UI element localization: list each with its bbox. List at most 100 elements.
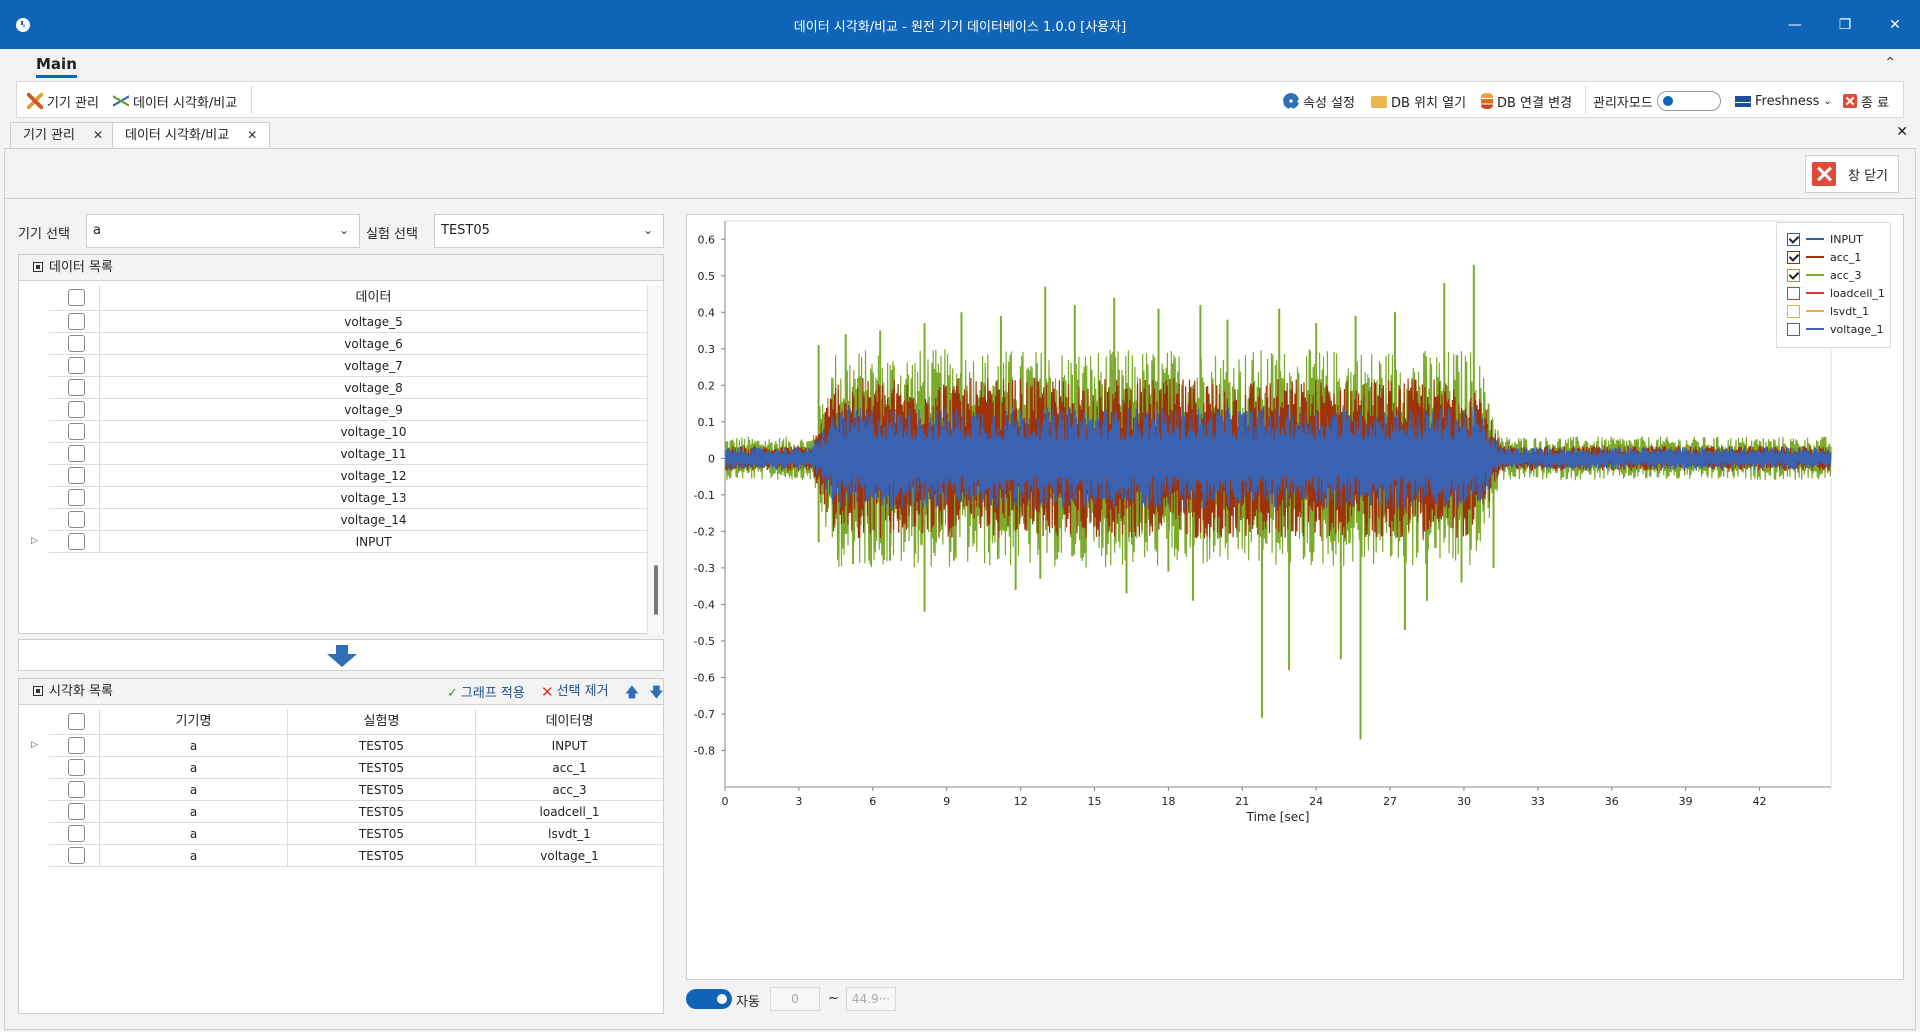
ribbon-tab-bar: Main ⌃ [0,49,1920,81]
open-db-location-label: DB 위치 열기 [1391,95,1467,111]
legend-item[interactable]: acc_3 [1787,267,1861,283]
data-list-scrollbar[interactable] [647,285,663,635]
data-list-row[interactable]: voltage_7 [49,355,647,377]
row-checkbox[interactable] [68,737,85,754]
row-checkbox[interactable] [68,759,85,776]
data-list-row[interactable]: voltage_8 [49,377,647,399]
select-all-checkbox[interactable] [68,713,85,730]
row-checkbox[interactable] [68,847,85,864]
row-checkbox[interactable] [68,423,85,440]
auto-range-label: 자동 [736,995,760,1010]
row-checkbox[interactable] [68,445,85,462]
legend-item[interactable]: voltage_1 [1787,321,1884,337]
row-checkbox[interactable] [68,357,85,374]
row-checkbox[interactable] [68,803,85,820]
apply-graph-label: 그래프 적용 [460,686,525,701]
data-list-row[interactable]: voltage_9 [49,399,647,421]
row-checkbox[interactable] [68,401,85,418]
visualization-list-row[interactable]: ▷ a TEST05 INPUT [31,735,663,757]
column-header-data-name[interactable]: 데이터명 [475,709,663,735]
close-icon [1812,162,1836,186]
line-chart[interactable]: 0 3 6 9 12 15 18 21 24 27 30 33 36 39 420.60.50.40.30.… [687,215,1903,979]
legend-item[interactable]: INPUT [1787,231,1863,247]
auto-range-toggle[interactable] [686,989,732,1009]
device-name-cell: a [99,801,287,823]
open-db-location-button[interactable]: DB 위치 열기 [1371,91,1466,111]
move-down-button[interactable]: 🡇 [649,680,663,706]
tab-device-management[interactable]: 기기 관리 ✕ [10,122,117,148]
row-checkbox[interactable] [68,379,85,396]
row-checkbox[interactable] [68,825,85,842]
close-window-button[interactable]: 창 닫기 [1805,155,1899,193]
legend-label: loadcell_1 [1830,286,1885,300]
visualization-list-row[interactable]: a TEST05 acc_3 [49,779,663,801]
row-checkbox[interactable] [68,467,85,484]
chevron-down-icon: ⌄ [1823,95,1832,107]
tab-data-visualization[interactable]: 데이터 시각화/비교 ✕ [112,122,271,148]
experiment-select[interactable]: TEST05 ⌄ [434,214,664,248]
close-all-tabs-icon[interactable]: ✕ [1896,124,1908,140]
row-checkbox[interactable] [68,335,85,352]
legend-checkbox[interactable] [1787,286,1800,300]
legend-label: lsvdt_1 [1830,304,1870,318]
column-header-experiment-name[interactable]: 실험명 [287,709,475,735]
close-icon[interactable]: ✕ [247,128,258,142]
close-icon[interactable]: ✕ [92,128,104,142]
properties-button[interactable]: 속성 설정 [1283,91,1355,111]
legend-checkbox[interactable] [1787,304,1800,318]
scrollbar-thumb[interactable] [654,565,658,615]
move-up-button[interactable]: 🡅 [625,680,639,706]
ribbon-collapse-icon[interactable]: ⌃ [1884,55,1896,71]
row-checkbox[interactable] [68,781,85,798]
column-header-data[interactable]: 데이터 [99,285,647,311]
data-list-header[interactable]: 데이터 목록 [19,255,663,281]
device-management-button[interactable]: 기기 관리 [27,91,99,111]
data-list-row[interactable]: ▷ INPUT [31,531,647,553]
admin-mode-toggle[interactable] [1656,91,1721,111]
select-all-checkbox[interactable] [68,289,85,306]
ribbon-tab-main[interactable]: Main [36,55,77,78]
data-list-row[interactable]: voltage_14 [49,509,647,531]
exit-button[interactable]: 종 료 [1843,91,1889,111]
data-visualization-button[interactable]: 데이터 시각화/비교 [113,91,237,111]
data-list-row[interactable]: voltage_10 [49,421,647,443]
apply-graph-button[interactable]: ✓ 그래프 적용 [447,681,525,707]
legend-checkbox[interactable] [1787,232,1800,246]
add-down-arrow-icon[interactable] [327,645,357,667]
range-min-input[interactable]: 0 [770,987,820,1011]
range-max-input[interactable]: 44.9··· [846,987,896,1011]
admin-mode-group: 관리자모드 [1593,91,1721,111]
remove-selected-button[interactable]: ✕ 선택 제거 [541,679,609,705]
window-close-button[interactable]: ✕ [1889,17,1901,33]
data-list-row[interactable]: voltage_5 [49,311,647,333]
legend-checkbox[interactable] [1787,250,1800,264]
row-checkbox[interactable] [68,489,85,506]
row-checkbox[interactable] [68,533,85,550]
theme-selector[interactable]: Freshness ⌄ [1735,91,1832,111]
row-checkbox[interactable] [68,511,85,528]
legend-item[interactable]: loadcell_1 [1787,285,1885,301]
column-header-device-name[interactable]: 기기명 [99,709,287,735]
legend-item[interactable]: lsvdt_1 [1787,303,1869,319]
tab-label: 기기 관리 [23,128,75,143]
data-list-row[interactable]: voltage_6 [49,333,647,355]
device-select[interactable]: a ⌄ [86,214,360,248]
chart-panel[interactable]: 0 3 6 9 12 15 18 21 24 27 30 33 36 39 42 0.6 0.5 0.4 0.3 0.… [686,214,1904,980]
legend-checkbox[interactable] [1787,268,1800,282]
restore-button[interactable]: ❐ [1838,17,1852,33]
row-checkbox[interactable] [68,313,85,330]
minimize-button[interactable]: — [1788,17,1802,33]
chevron-down-icon: ⌄ [642,223,653,237]
folder-icon [1371,96,1387,108]
visualization-list-row[interactable]: a TEST05 voltage_1 [49,845,663,867]
visualization-list-header[interactable]: 시각화 목록 ✓ 그래프 적용 ✕ 선택 제거 🡅 🡇 [19,679,664,707]
data-list-row[interactable]: voltage_12 [49,465,647,487]
data-list-row[interactable]: voltage_11 [49,443,647,465]
visualization-list-row[interactable]: a TEST05 lsvdt_1 [49,823,663,845]
change-db-connection-button[interactable]: DB 연결 변경 [1481,91,1572,111]
legend-checkbox[interactable] [1787,322,1800,336]
data-list-row[interactable]: voltage_13 [49,487,647,509]
visualization-list-row[interactable]: a TEST05 acc_1 [49,757,663,779]
visualization-list-row[interactable]: a TEST05 loadcell_1 [49,801,663,823]
legend-item[interactable]: acc_1 [1787,249,1861,265]
